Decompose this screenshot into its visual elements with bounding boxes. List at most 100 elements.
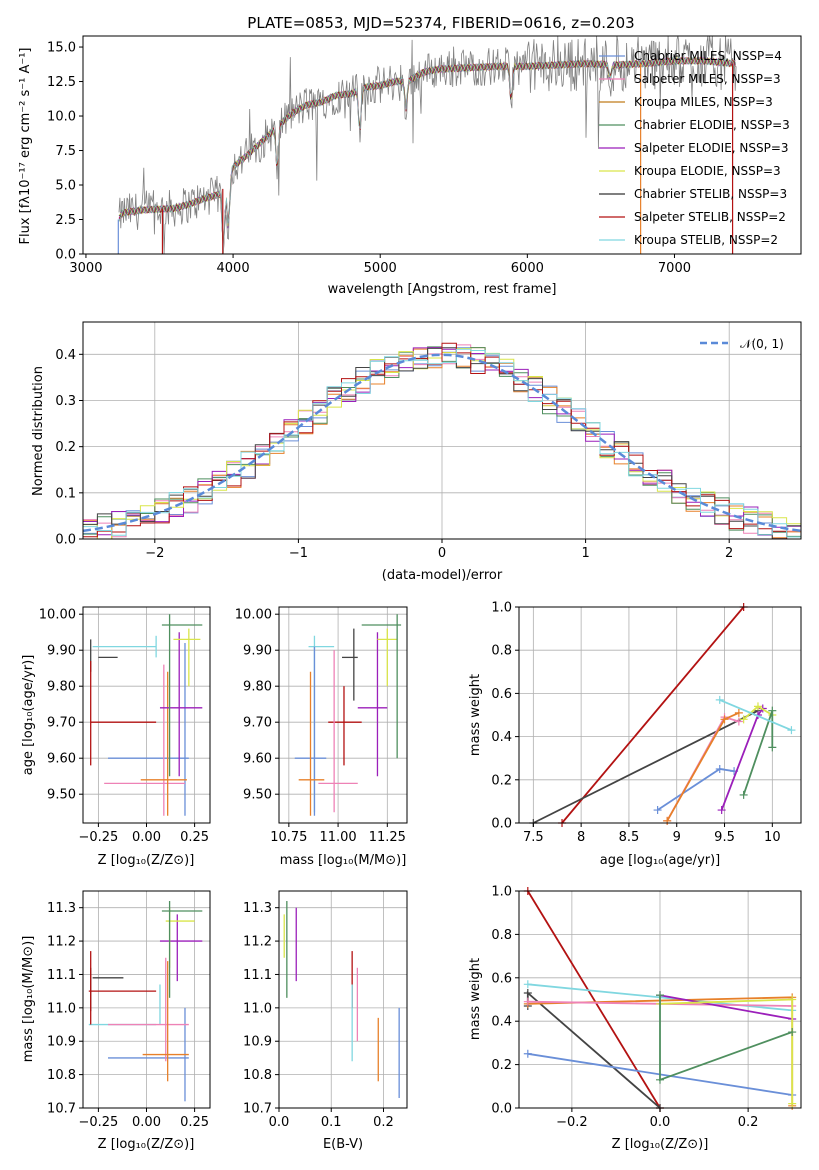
- y-tick-label: 0.4: [55, 348, 76, 363]
- mass-ebv-axes: [278, 890, 408, 1109]
- y-tick-label: 0.0: [55, 533, 76, 548]
- y-tick-label: 9.90: [243, 644, 272, 659]
- plus-marker: [768, 743, 777, 752]
- spectrum-legend: Chabrier MILES, NSSP=4 Salpeter MILES, NS…: [599, 49, 790, 247]
- y-tick-label: 0.4: [491, 730, 512, 745]
- x-tick-label: −0.25: [78, 830, 118, 845]
- y-tick-label: 0.6: [491, 971, 512, 986]
- y-tick-label: 10.8: [243, 1068, 272, 1083]
- weight-series-line: [657, 768, 735, 811]
- y-tick-label: 10.7: [47, 1102, 76, 1117]
- x-axis-label: Z [log₁₀(Z/Z⊙)]: [98, 1137, 195, 1152]
- y-tick-label: 9.70: [47, 716, 76, 731]
- x-axis-label: Z [log₁₀(Z/Z⊙)]: [98, 853, 195, 868]
- y-tick-label: 0.3: [55, 394, 76, 409]
- legend-label: Salpeter ELODIE, NSSP=3: [634, 141, 789, 155]
- weight-series-line: [719, 699, 792, 731]
- y-tick-label: 9.70: [243, 716, 272, 731]
- weight-age-axes: [518, 606, 802, 824]
- weight-z-axes: [518, 890, 802, 1109]
- plus-marker: [753, 702, 762, 711]
- y-tick-label: 10.9: [47, 1035, 76, 1050]
- x-axis-label: age [log₁₀(age/yr)]: [600, 853, 721, 868]
- x-tick-label: 11.25: [369, 830, 406, 845]
- x-tick-label: 6000: [511, 261, 544, 276]
- plus-marker: [656, 991, 664, 1000]
- y-tick-label: 0.1: [55, 486, 76, 501]
- plus-marker: [523, 980, 532, 989]
- y-tick-label: 11.1: [47, 968, 76, 983]
- x-axis-label: wavelength [Angstrom, rest frame]: [328, 282, 557, 297]
- y-tick-label: 10.9: [243, 1035, 272, 1050]
- plus-marker: [523, 1049, 532, 1058]
- y-tick-label: 0.6: [491, 687, 512, 702]
- y-tick-label: 1.0: [491, 601, 512, 616]
- x-axis-label: E(B-V): [323, 1137, 363, 1152]
- y-tick-label: 1.0: [491, 885, 512, 900]
- plus-marker: [523, 997, 532, 1006]
- y-axis-label: mass [log₁₀(M/M⊙)]: [21, 936, 36, 1063]
- legend-label: Chabrier ELODIE, NSSP=3: [634, 118, 790, 132]
- y-tick-label: 9.50: [47, 788, 76, 803]
- x-tick-label: −1: [289, 546, 308, 561]
- plus-marker: [715, 765, 724, 773]
- x-tick-label: −0.2: [556, 1115, 588, 1130]
- x-tick-label: 0.00: [132, 830, 161, 845]
- x-tick-label: 0.0: [650, 1115, 671, 1130]
- weight-series-line: [561, 606, 745, 824]
- y-tick-label: 2.5: [55, 213, 76, 228]
- y-tick-label: 9.90: [47, 644, 76, 659]
- weight-series-line: [666, 716, 740, 822]
- weight-series-line: [532, 709, 759, 824]
- y-tick-label: 7.5: [55, 144, 76, 159]
- plus-marker: [768, 706, 777, 715]
- x-tick-label: 2: [725, 546, 733, 561]
- plus-marker: [739, 715, 748, 724]
- y-tick-label: 15.0: [47, 41, 76, 56]
- mass-vs-extinction-panel: 0.0 0.1 0.2 10.7 10.8 10.9 11.0 11.1 11.2 11.3 E(…: [243, 890, 408, 1152]
- legend-label: Kroupa ELODIE, NSSP=3: [634, 164, 781, 178]
- plus-marker: [788, 995, 797, 1004]
- y-tick-label: 0.0: [491, 1102, 512, 1117]
- plus-marker: [663, 816, 672, 825]
- plus-marker: [788, 1099, 797, 1108]
- x-tick-label: 3000: [69, 261, 102, 276]
- x-tick-label: 0.2: [373, 1115, 394, 1130]
- legend-label: Kroupa MILES, NSSP=3: [634, 95, 773, 109]
- x-axis-label: (data-model)/error: [382, 568, 503, 583]
- residual-histogram-panel: −2 −1 0 1 2 0.0 0.1 0.2 0.3 0.4 (data-model)/erro…: [31, 321, 802, 583]
- age-vs-metallicity-panel: −0.25 0.00 0.25 9.50 9.60 9.70 9.80 9.90 10.00 Z…: [21, 606, 211, 868]
- y-tick-label: 9.80: [47, 680, 76, 695]
- age-mass-axes: [278, 606, 408, 824]
- y-tick-label: 9.80: [243, 680, 272, 695]
- x-tick-label: 0.0: [269, 1115, 290, 1130]
- y-tick-label: 10.00: [39, 608, 76, 623]
- y-tick-label: 0.2: [55, 440, 76, 455]
- x-tick-label: 10.75: [270, 830, 307, 845]
- x-tick-label: 10: [764, 830, 781, 845]
- plus-marker: [739, 790, 748, 799]
- x-tick-label: 7.5: [523, 830, 544, 845]
- plus-marker: [656, 1075, 664, 1084]
- x-tick-label: 0.25: [180, 1115, 209, 1130]
- residual-histogram-step: [83, 342, 801, 540]
- plus-marker: [734, 717, 743, 726]
- mass-weight-vs-metallicity-panel: −0.2 0.0 0.2 0.0 0.2 0.4 0.6 0.8 1.0 Z [log₁₀(Z/…: [468, 885, 802, 1152]
- y-tick-label: 10.8: [47, 1068, 76, 1083]
- y-tick-label: 9.60: [47, 752, 76, 767]
- age-vs-mass-panel: 10.75 11.00 11.25 9.50 9.60 9.70 9.80 9.90 10.00…: [235, 606, 408, 868]
- x-tick-label: 5000: [364, 261, 397, 276]
- weight-series-line: [526, 991, 661, 1109]
- histogram-legend: 𝒩(0, 1): [700, 337, 784, 351]
- y-axis-label: Normed distribution: [31, 366, 46, 496]
- x-tick-label: 0.2: [738, 1115, 759, 1130]
- mass-vs-metallicity-panel: −0.25 0.00 0.25 10.7 10.8 10.9 11.0 11.1 11.2 11.…: [21, 890, 211, 1152]
- weight-series-line: [666, 711, 740, 822]
- y-axis-label: mass weight: [468, 674, 483, 756]
- y-tick-label: 0.8: [491, 644, 512, 659]
- y-tick-label: 0.2: [491, 1058, 512, 1073]
- y-tick-label: 5.0: [55, 179, 76, 194]
- y-tick-label: 11.2: [47, 935, 76, 950]
- x-tick-label: 0: [438, 546, 446, 561]
